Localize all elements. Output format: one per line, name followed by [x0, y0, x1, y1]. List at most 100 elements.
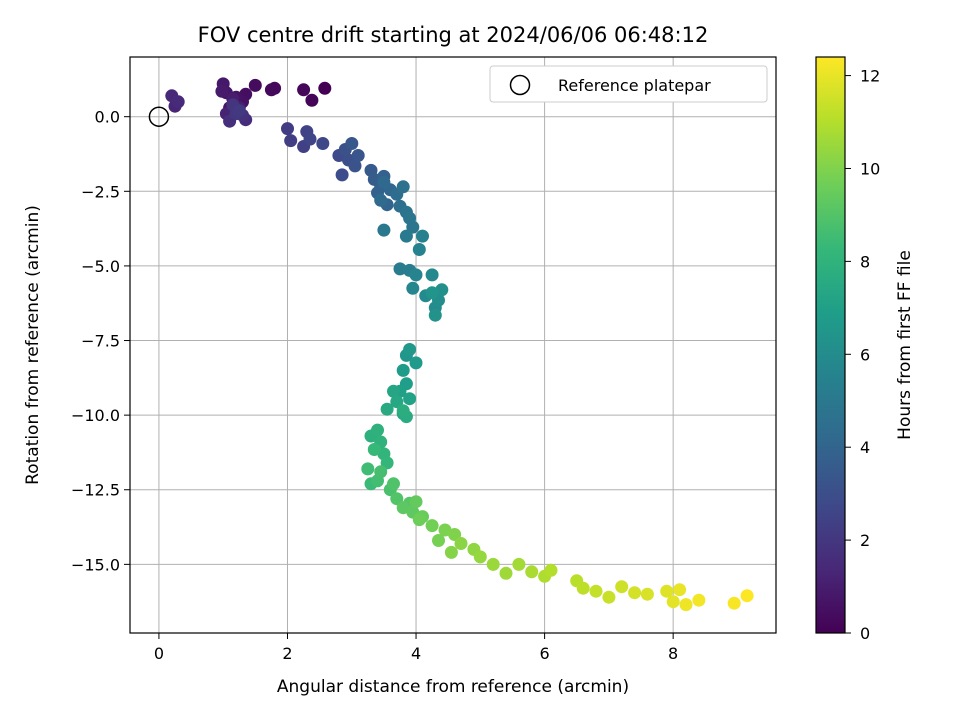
data-point	[615, 580, 629, 594]
data-points	[165, 77, 754, 612]
data-point	[406, 220, 420, 234]
data-point	[390, 395, 404, 409]
x-axis-label: Angular distance from reference (arcmin)	[277, 677, 629, 697]
data-point	[371, 423, 384, 437]
data-point	[409, 495, 423, 509]
data-point	[525, 565, 539, 579]
y-tick-label: −2.5	[81, 182, 120, 201]
x-tick-label: 2	[282, 644, 292, 663]
data-point	[628, 586, 642, 600]
data-point	[305, 93, 319, 107]
data-point	[589, 584, 603, 598]
chart-title: FOV centre drift starting at 2024/06/06 …	[198, 23, 709, 47]
y-axis-ticks: 0.0 −2.5 −5.0 −7.5 −10.0 −12.5 −15.0	[71, 108, 130, 574]
legend-marker	[509, 74, 531, 96]
y-tick-label: −10.0	[71, 406, 120, 425]
data-point	[393, 262, 407, 276]
colorbar-tick-label: 12	[860, 67, 880, 86]
colorbar-tick-label: 0	[860, 624, 870, 643]
reference-point	[148, 106, 170, 127]
colorbar-tick-label: 4	[860, 438, 870, 457]
colorbar-ticks: 0 2 4 6 8 10 12	[845, 67, 880, 643]
data-point	[335, 168, 349, 182]
data-point	[409, 268, 423, 282]
data-point	[387, 477, 400, 491]
legend: Reference platepar	[489, 65, 768, 103]
data-point	[448, 528, 462, 541]
y-tick-label: −5.0	[81, 257, 120, 276]
data-point	[396, 363, 410, 377]
data-point	[232, 104, 246, 118]
data-point	[361, 462, 375, 476]
data-point	[473, 550, 487, 564]
legend-box	[489, 65, 768, 103]
data-point	[425, 519, 439, 533]
data-point	[406, 281, 420, 295]
data-point	[387, 384, 400, 398]
data-point	[444, 545, 458, 559]
data-point	[692, 593, 706, 607]
data-point	[297, 83, 311, 97]
data-point	[576, 581, 590, 595]
data-point	[602, 590, 616, 604]
data-point	[432, 534, 445, 547]
y-tick-label: −12.5	[71, 481, 120, 500]
data-point	[318, 81, 332, 95]
colorbar-tick-label: 8	[860, 252, 870, 271]
data-point	[740, 589, 754, 603]
data-point	[264, 83, 278, 97]
data-point	[399, 229, 413, 243]
data-point	[284, 134, 298, 148]
data-point	[512, 557, 526, 571]
data-point	[281, 122, 294, 136]
data-point	[390, 492, 404, 506]
data-point	[396, 404, 410, 418]
colorbar: 0 2 4 6 8 10 12 Hours from first FF file	[815, 56, 915, 643]
data-point	[640, 587, 654, 601]
data-point	[374, 465, 388, 479]
data-point	[316, 137, 330, 150]
data-point	[454, 537, 468, 550]
colorbar-tick-label: 10	[860, 159, 880, 178]
plot-frame	[129, 56, 777, 634]
data-point	[377, 223, 391, 237]
data-point	[380, 402, 394, 416]
data-point	[396, 180, 410, 194]
data-point	[409, 356, 423, 370]
data-point	[412, 243, 426, 256]
y-tick-label: −15.0	[71, 555, 120, 574]
x-axis-ticks: 0 2 4 6 8	[154, 633, 678, 663]
colorbar-tick-label: 2	[860, 531, 870, 550]
data-point	[403, 343, 417, 356]
data-point	[367, 443, 381, 456]
colorbar-label: Hours from first FF file	[895, 250, 915, 440]
colorbar-tick-label: 6	[860, 345, 870, 364]
data-point	[428, 308, 442, 322]
y-axis-label: Rotation from reference (arcmin)	[23, 205, 43, 485]
colorbar-gradient	[815, 56, 846, 634]
data-point	[660, 584, 674, 598]
y-tick-label: 0.0	[95, 108, 120, 127]
data-point	[416, 229, 429, 243]
data-point	[412, 513, 426, 527]
data-point	[486, 557, 500, 571]
data-point	[425, 268, 439, 282]
data-point	[425, 286, 439, 300]
data-point	[215, 84, 229, 98]
data-point	[666, 595, 680, 609]
x-tick-label: 6	[540, 644, 550, 663]
data-point	[348, 159, 362, 173]
x-tick-label: 4	[411, 644, 421, 663]
data-point	[377, 175, 391, 189]
data-point	[499, 566, 513, 580]
data-point	[403, 392, 417, 406]
data-point	[727, 596, 741, 610]
data-point	[303, 132, 317, 146]
data-point	[248, 78, 262, 92]
data-point	[673, 583, 687, 597]
y-tick-label: −7.5	[81, 332, 120, 351]
data-point	[544, 563, 558, 577]
data-point	[679, 598, 693, 612]
